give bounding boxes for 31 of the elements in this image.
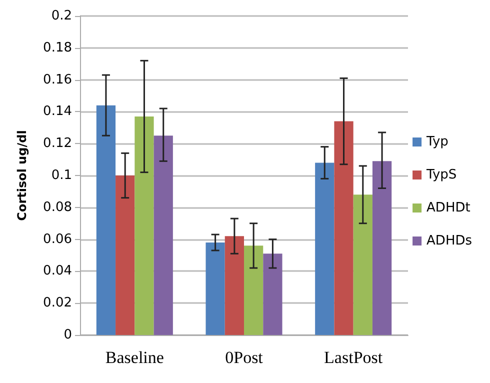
y-tick-label: 0.1 bbox=[51, 168, 72, 183]
y-tick-label: 0.04 bbox=[43, 264, 72, 279]
y-tick-label: 0 bbox=[64, 328, 72, 342]
bar bbox=[154, 136, 173, 335]
y-axis-title: Cortisol ug/dl bbox=[15, 130, 29, 221]
bar bbox=[116, 176, 135, 335]
y-tick-label: 0.18 bbox=[43, 40, 72, 56]
bar bbox=[134, 116, 154, 335]
bar bbox=[96, 105, 116, 335]
legend-label: ADHDt bbox=[426, 200, 470, 216]
bar bbox=[206, 242, 225, 335]
bar bbox=[315, 162, 334, 335]
y-tick-label: 0.14 bbox=[43, 104, 72, 120]
y-tick-label: 0.2 bbox=[51, 8, 72, 24]
bar bbox=[334, 121, 354, 335]
bar bbox=[263, 254, 282, 335]
y-tick-label: 0.08 bbox=[43, 200, 72, 215]
x-tick-label: LastPost bbox=[324, 348, 383, 367]
y-tick-label: 0.02 bbox=[43, 296, 72, 311]
bar bbox=[372, 161, 392, 335]
legend-label: TypS bbox=[426, 168, 457, 182]
y-tick-label: 0.12 bbox=[43, 136, 72, 152]
bar bbox=[353, 194, 372, 335]
x-tick-label: Baseline bbox=[105, 348, 164, 367]
legend-label: Typ bbox=[426, 134, 448, 150]
bar bbox=[244, 246, 264, 335]
bar bbox=[224, 236, 244, 335]
legend-label: ADHDs bbox=[426, 234, 472, 248]
y-tick-label: 0.06 bbox=[43, 232, 72, 247]
y-tick-label: 0.16 bbox=[43, 72, 72, 88]
x-tick-label: 0Post bbox=[225, 348, 264, 367]
